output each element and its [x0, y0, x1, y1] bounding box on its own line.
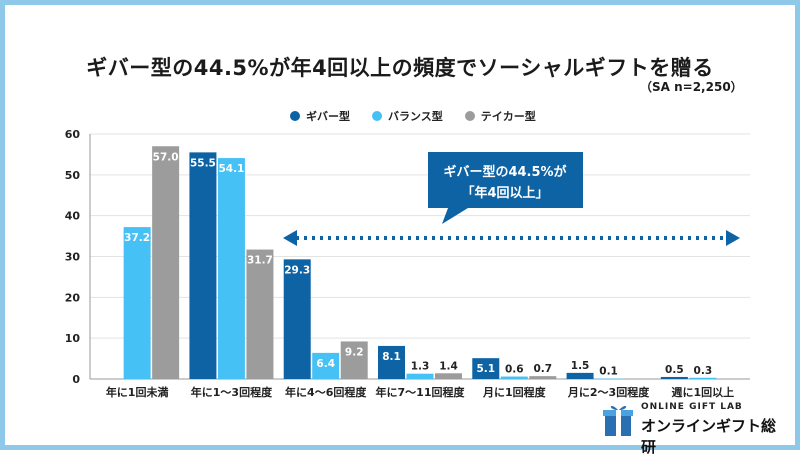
bar	[689, 377, 717, 379]
gift-box-icon	[603, 405, 633, 436]
x-tick-label: 年に4～6回程度	[285, 385, 367, 399]
callout-text-line2: 「年4回以上」	[461, 185, 548, 201]
legend-dot-taker	[464, 111, 475, 121]
bar	[472, 358, 500, 379]
data-label: 6.4	[316, 358, 335, 370]
bar	[283, 259, 311, 379]
bar	[189, 152, 217, 379]
data-label: 55.5	[190, 157, 216, 169]
data-label: 29.3	[284, 264, 310, 276]
bar	[500, 376, 528, 379]
bar	[340, 341, 368, 379]
bar	[246, 249, 274, 379]
legend-dot-giver	[290, 111, 300, 121]
data-label: 5.1	[476, 363, 495, 375]
x-tick-label: 月に1回程度	[482, 385, 547, 399]
bar	[152, 146, 180, 379]
legend-label-balance: バランス型	[388, 110, 443, 123]
legend-item-balance: バランス型	[372, 108, 443, 124]
chart-title: ギバー型の44.5%が年4回以上の頻度でソーシャルギフトを贈る	[86, 56, 714, 80]
data-label: 8.1	[382, 351, 401, 363]
logo-main-text: オンラインギフト総研	[641, 417, 777, 456]
x-tick-label: 年に7～11回程度	[376, 385, 466, 399]
legend-label-giver: ギバー型	[306, 110, 350, 123]
bar	[435, 373, 462, 379]
legend-dot-balance	[372, 111, 382, 121]
y-tick-label: 40	[65, 210, 81, 223]
data-label: 54.1	[218, 163, 244, 175]
logo-top-text: ONLINE GIFT LAB	[641, 402, 743, 412]
y-tick-label: 60	[65, 128, 81, 141]
arrow-head-right-icon	[726, 230, 740, 246]
callout-text-line1: ギバー型の44.5%が	[443, 164, 566, 180]
x-tick-label: 月に2～3回程度	[567, 385, 650, 399]
data-label: 0.7	[533, 363, 552, 375]
bar	[123, 227, 151, 379]
y-tick-label: 50	[65, 169, 81, 182]
bar	[660, 376, 688, 379]
brand-logo: ONLINE GIFT LAB オンラインギフト総研	[603, 400, 788, 456]
legend: ギバー型 バランス型 テイカー型	[290, 108, 536, 124]
legend-label-taker: テイカー型	[480, 110, 536, 123]
x-tick-label: 年に1～3回程度	[191, 385, 273, 399]
chart-subtitle: （SA n=2,250）	[640, 80, 743, 94]
arrow-head-left-icon	[283, 230, 297, 246]
bar	[406, 373, 434, 379]
data-label: 1.5	[571, 360, 590, 372]
data-label: 1.3	[411, 361, 430, 373]
bar	[595, 378, 623, 380]
bar	[378, 345, 405, 379]
data-label: 9.2	[345, 346, 364, 358]
x-tick-label: 年に1回未満	[106, 385, 169, 399]
data-label: 31.7	[247, 255, 273, 267]
y-tick-label: 0	[72, 373, 80, 386]
y-tick-label: 30	[65, 251, 81, 264]
data-label: 0.6	[505, 364, 524, 376]
data-label: 0.3	[694, 365, 713, 377]
y-tick-label: 10	[65, 332, 81, 345]
bar	[529, 376, 557, 379]
data-label: 37.2	[124, 232, 150, 244]
bar	[566, 372, 594, 379]
bar	[312, 352, 340, 379]
data-label: 0.1	[599, 366, 618, 378]
bar	[217, 158, 245, 379]
legend-item-giver: ギバー型	[290, 108, 350, 124]
callout-box	[428, 152, 583, 224]
legend-item-taker: テイカー型	[464, 108, 536, 124]
y-tick-label: 20	[65, 291, 81, 304]
x-tick-label: 週に1回以上	[672, 385, 735, 399]
data-label: 0.5	[665, 364, 684, 376]
data-label: 1.4	[439, 360, 458, 372]
data-label: 57.0	[153, 151, 179, 163]
